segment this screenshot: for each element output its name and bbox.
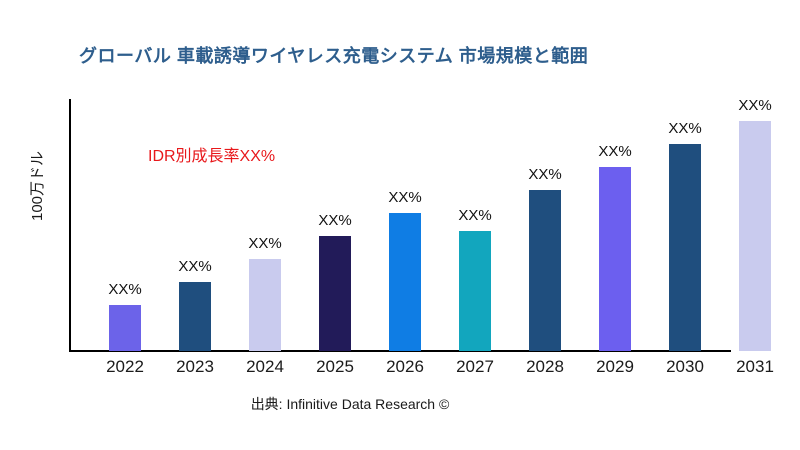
bar-2025 (319, 236, 351, 351)
x-tick-label-2026: 2026 (386, 357, 424, 376)
x-tick-label-2027: 2027 (456, 357, 494, 376)
x-tick-label-2022: 2022 (106, 357, 144, 376)
bar-2029 (599, 167, 631, 351)
bar-value-label-2027: XX% (458, 207, 492, 224)
x-axis-line (69, 350, 731, 352)
bar-value-label-2028: XX% (528, 166, 562, 183)
bar-value-label-2025: XX% (318, 212, 352, 229)
bar-value-label-2029: XX% (598, 143, 632, 160)
y-axis-label: 100万ドル (29, 150, 46, 222)
bar-2026 (389, 213, 421, 351)
bar-value-label-2031: XX% (738, 97, 772, 114)
x-tick-label-2025: 2025 (316, 357, 354, 376)
bar-2024 (249, 259, 281, 351)
bar-2030 (669, 144, 701, 351)
bar-2022 (109, 305, 141, 351)
bar-value-label-2026: XX% (388, 189, 422, 206)
x-tick-label-2023: 2023 (176, 357, 214, 376)
bar-2023 (179, 282, 211, 351)
x-tick-label-2030: 2030 (666, 357, 704, 376)
bar-value-label-2030: XX% (668, 120, 702, 137)
x-tick-label-2024: 2024 (246, 357, 284, 376)
bar-2031 (739, 121, 771, 351)
x-tick-label-2028: 2028 (526, 357, 564, 376)
x-tick-label-2031: 2031 (736, 357, 774, 376)
bar-value-label-2023: XX% (178, 258, 212, 275)
bar-2028 (529, 190, 561, 351)
source-caption: 出典: Infinitive Data Research © (250, 396, 450, 412)
bar-value-label-2022: XX% (108, 281, 142, 298)
bar-value-label-2024: XX% (248, 235, 282, 252)
growth-rate-annotation: IDR別成長率XX% (148, 148, 276, 165)
x-tick-label-2029: 2029 (596, 357, 634, 376)
page-title: グローバル 車載誘導ワイヤレス充電システム 市場規模と範囲 (79, 46, 589, 66)
y-axis-line (69, 99, 71, 352)
bar-2027 (459, 231, 491, 351)
